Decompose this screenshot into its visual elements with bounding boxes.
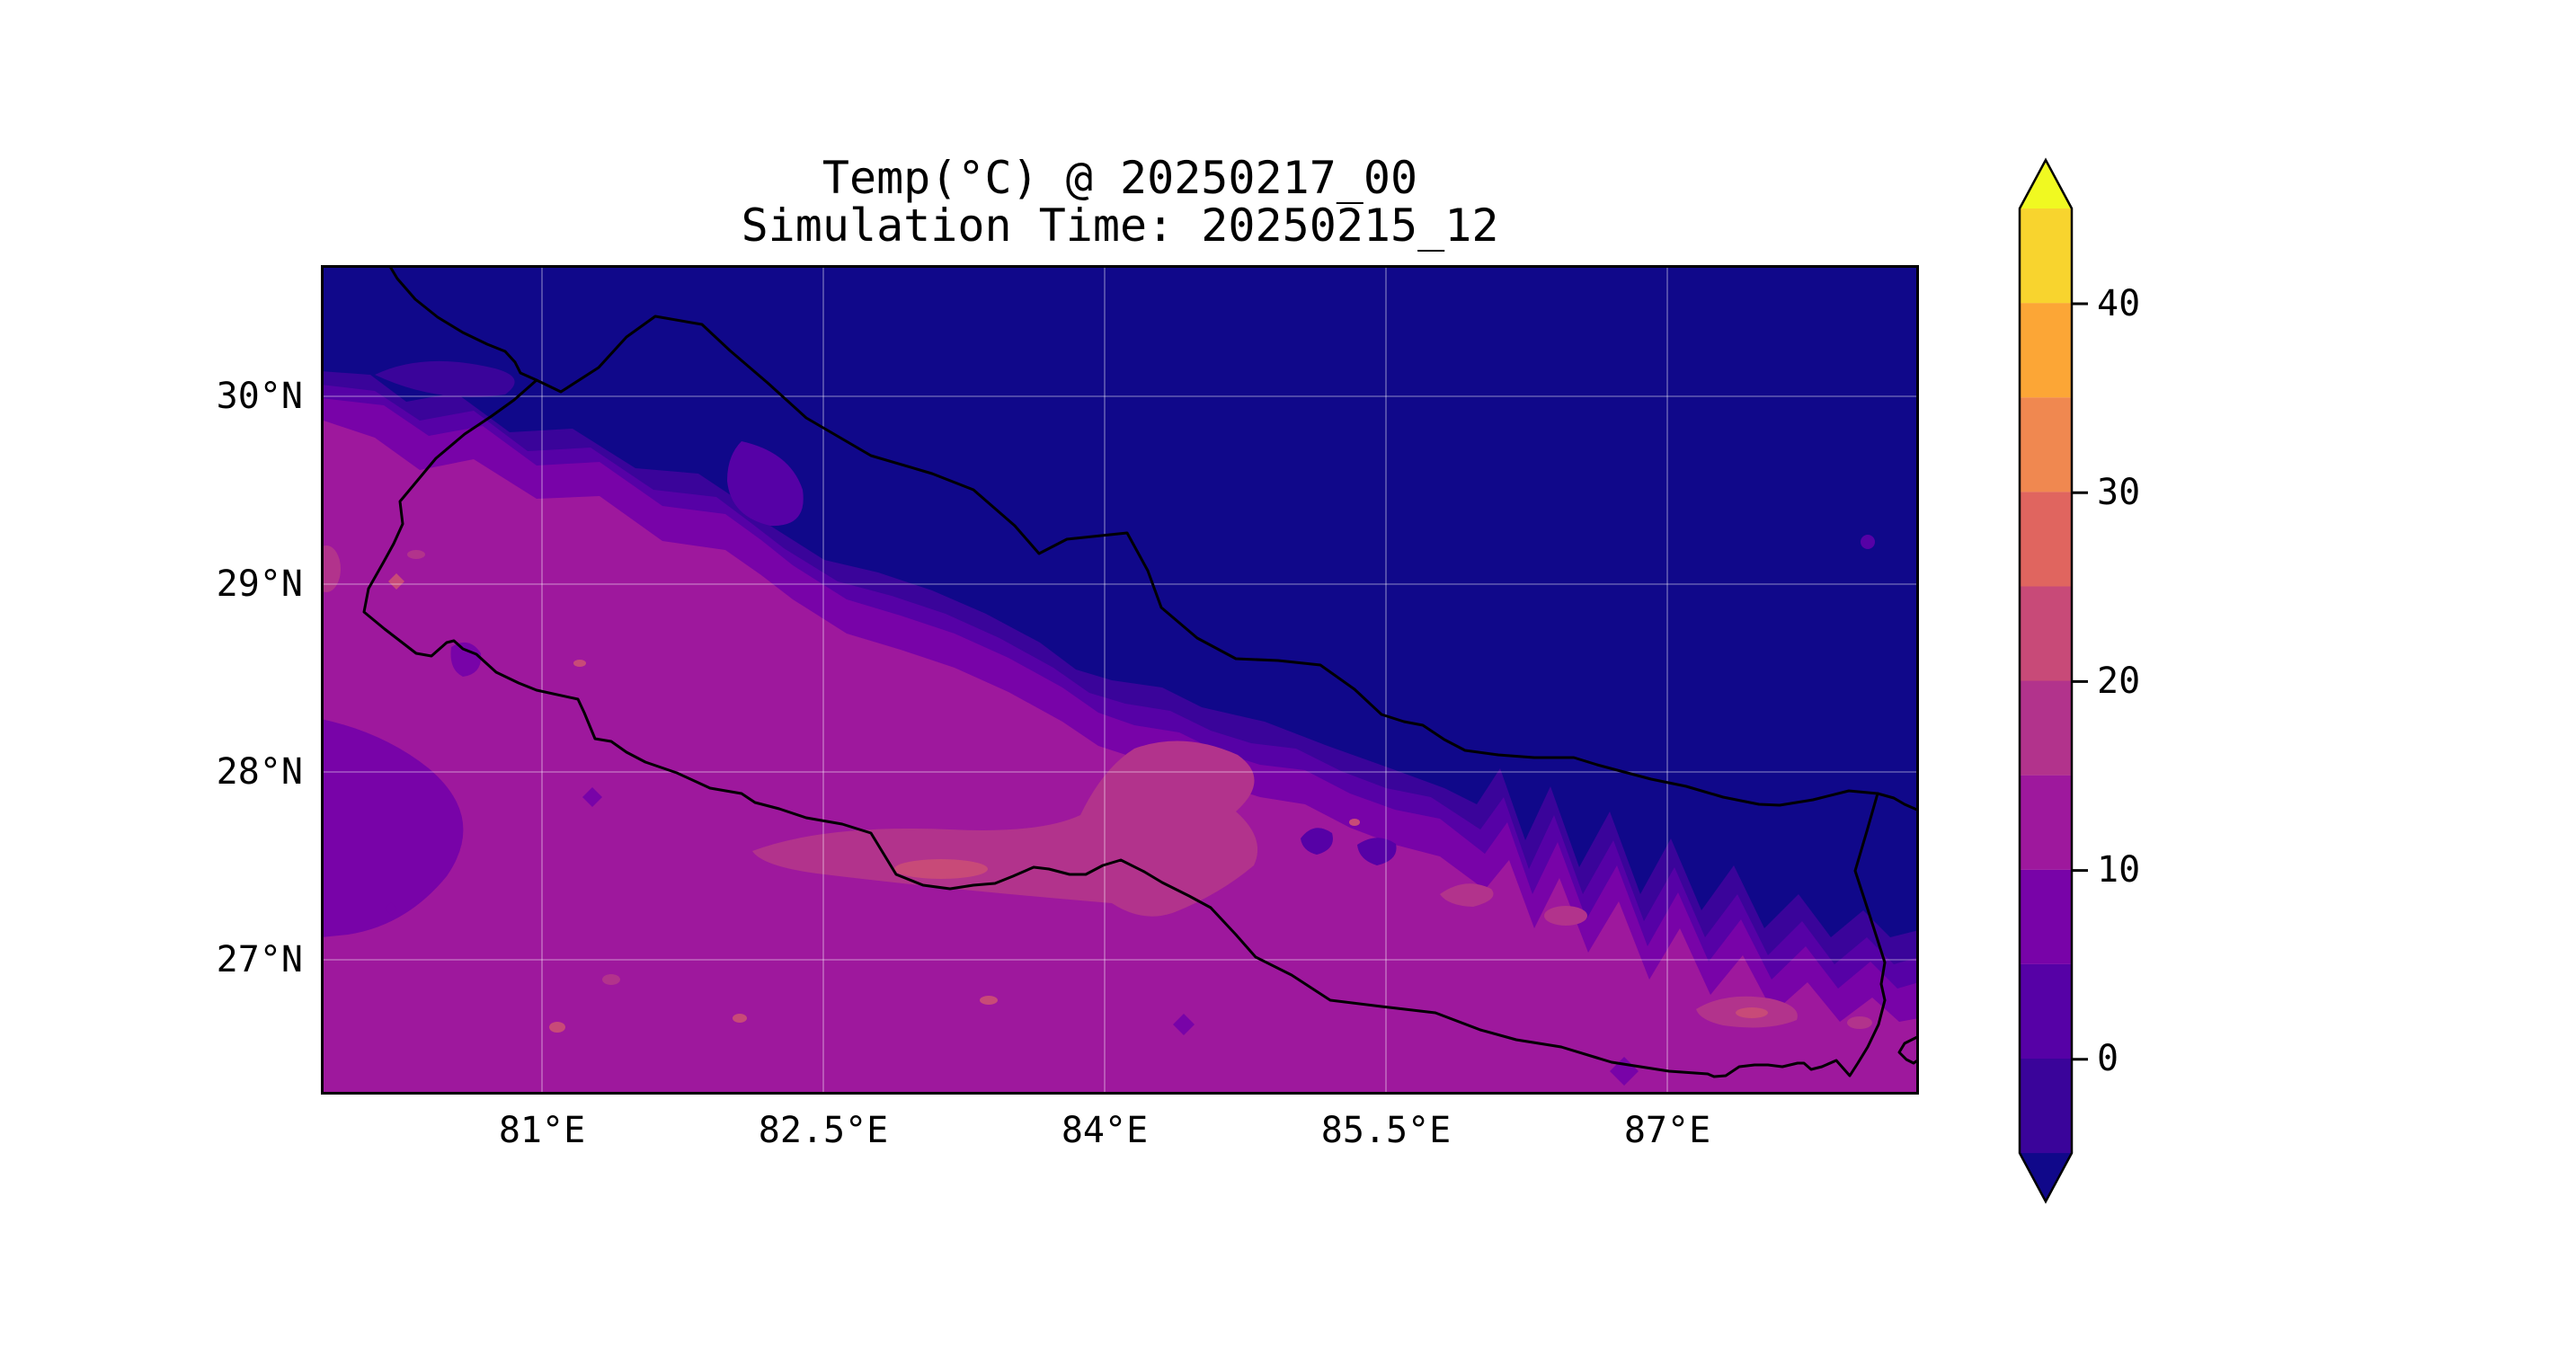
colorbar-seg-35-40: [2020, 303, 2072, 398]
map-plot: [321, 265, 1919, 1095]
colorbar-tick-label-0: 0: [2097, 1038, 2119, 1079]
china-india-border-nw: [387, 265, 538, 382]
x-tick-label-84E: 84°E: [1061, 1110, 1149, 1151]
border-curl-se: [1897, 1034, 1919, 1065]
y-tick-label-28N: 28°N: [216, 751, 303, 793]
y-tick-label-29N: 29°N: [216, 563, 303, 605]
colorbar-seg-25-30: [2020, 492, 2072, 587]
colorbar-seg-40-45: [2020, 208, 2072, 304]
colorbar-seg-15-20: [2020, 680, 2072, 776]
plot-title: Temp(°C) @ 20250217_00 Simulation Time: 2…: [401, 155, 1839, 250]
temp-band-20-25: [388, 573, 1768, 1033]
nepal-border-path: [362, 315, 1887, 1078]
colorbar-seg-30-35: [2020, 397, 2072, 492]
colorbar-seg-10-15: [2020, 775, 2072, 870]
colorbar-outline: [2018, 157, 2074, 1204]
colorbar-extend-over: [2020, 160, 2072, 208]
temp-band-under-m5: [321, 265, 1919, 937]
title-line-2: Simulation Time: 20250215_12: [741, 200, 1499, 252]
colorbar-seg-0-5: [2020, 963, 2072, 1059]
temp-band-15-20: [321, 545, 1872, 1029]
colorbar-seg-m5-0: [2020, 1058, 2072, 1154]
colorbar: [2018, 157, 2088, 1204]
country-borders: [362, 265, 1919, 1078]
plateau-warm-pocket: [375, 360, 515, 397]
x-tick-label-85p5E: 85.5°E: [1320, 1110, 1452, 1151]
graticule: [321, 265, 1919, 1095]
colorbar-seg-5-10: [2020, 869, 2072, 964]
colorbar-tick-label-40: 40: [2097, 283, 2141, 324]
sikkim-border-ne: [1876, 792, 1919, 812]
plot-frame: [321, 265, 1919, 1095]
colorbar-seg-20-25: [2020, 586, 2072, 681]
colorbar-extend-under: [2020, 1153, 2072, 1202]
plateau-valley-streak: [727, 441, 1875, 865]
colorbar-tick-label-10: 10: [2097, 849, 2141, 891]
y-tick-label-30N: 30°N: [216, 376, 303, 417]
colorbar-tick-label-30: 30: [2097, 472, 2141, 513]
colorbar-tick-label-20: 20: [2097, 661, 2141, 702]
colorbar-tickmarks: [2072, 302, 2088, 1061]
title-line-1: Temp(°C) @ 20250217_00: [822, 152, 1418, 204]
x-tick-label-82p5E: 82.5°E: [758, 1110, 889, 1151]
x-tick-label-81E: 81°E: [498, 1110, 586, 1151]
y-tick-label-27N: 27°N: [216, 939, 303, 980]
x-tick-label-87E: 87°E: [1623, 1110, 1711, 1151]
